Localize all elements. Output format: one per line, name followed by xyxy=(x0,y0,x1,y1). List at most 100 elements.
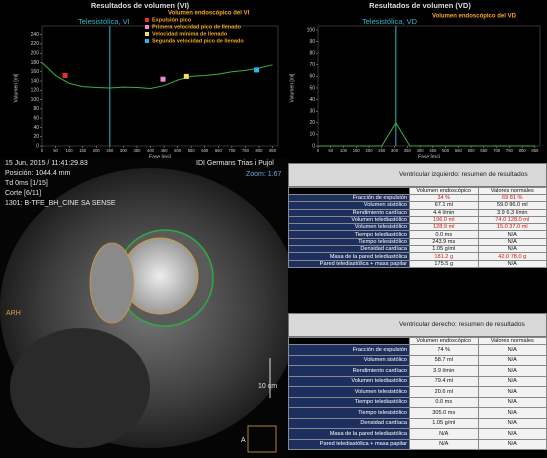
table-row: Rendimiento cardíaco 4.4 l/min 3.9 6.3 l/m… xyxy=(288,208,547,217)
normal-cell: N/A xyxy=(477,417,547,429)
y-tick-label: 140 xyxy=(31,78,40,84)
row-label: Rendimiento cardíaco xyxy=(288,365,410,377)
row-label: Volumen telesistólico xyxy=(288,386,410,398)
x-tick-label: 400 xyxy=(147,148,155,153)
orientation-cube xyxy=(247,425,277,453)
x-tick-label: 850 xyxy=(269,148,277,153)
row-label: Tiempo telesistólico xyxy=(288,237,410,247)
x-tick-label: 250 xyxy=(106,148,114,153)
x-axis-label: Fase [ms] xyxy=(418,154,441,158)
y-tick-label: 60 xyxy=(33,115,39,121)
y-tick-label: 20 xyxy=(33,134,39,140)
table-row: Volumen telediastólico 196.0 ml 74.0 128.0… xyxy=(288,215,547,225)
legend-entry: Velocidad mínima de llenado xyxy=(152,31,228,37)
table-row: Volumen telediastólico 79.4 ml N/A xyxy=(288,375,547,387)
x-tick-label: 300 xyxy=(391,148,399,153)
value-cell: 74 % xyxy=(409,344,479,356)
overlay-text: A xyxy=(241,437,246,444)
normal-cell: 3.9 6.3 l/min xyxy=(477,208,547,217)
tissue xyxy=(10,328,150,448)
y-tick-label: 40 xyxy=(309,97,315,103)
normal-cell: N/A xyxy=(477,396,547,408)
column-header: Volumen endoscópico xyxy=(409,187,479,195)
normal-cell: N/A xyxy=(477,407,547,419)
table-row: Volumen sistólico 67.1 ml 59.0 96.0 ml xyxy=(288,201,547,210)
row-label: Pared telediastólica + masa papilar xyxy=(288,259,410,268)
value-cell: 79.4 ml xyxy=(409,375,479,387)
legend-swatch xyxy=(145,18,149,22)
overlay-text: 10 cm xyxy=(258,383,278,390)
charts-panel: Resultados de volumen (VI)02040608010012… xyxy=(13,1,541,158)
value-cell: 1.05 g/ml xyxy=(409,245,479,254)
value-cell: 34 % xyxy=(409,193,479,203)
y-tick-label: 50 xyxy=(309,85,315,91)
column-header-row: Volumen endoscópico Valores normales xyxy=(288,337,547,345)
y-tick-label: 0 xyxy=(36,143,39,149)
x-tick-label: 500 xyxy=(174,148,182,153)
right-ventricle xyxy=(89,242,135,324)
row-label: Densidad cardíaca xyxy=(288,417,410,429)
value-cell: 175.5 g xyxy=(409,259,479,268)
value-cell: 4.4 l/min xyxy=(409,208,479,217)
table-row: Volumen telesistólico 20.6 ml N/A xyxy=(288,386,547,398)
row-label: Tiempo telediastólico xyxy=(288,230,410,239)
x-tick-label: 650 xyxy=(480,148,488,153)
value-cell: 0.0 ms xyxy=(409,396,479,408)
table-row: Densidad cardíaca 1.05 g/ml N/A xyxy=(288,417,547,429)
plot-area xyxy=(317,25,541,147)
y-tick-label: 100 xyxy=(31,97,40,103)
x-tick-label: 850 xyxy=(531,148,539,153)
x-tick-label: 100 xyxy=(66,148,74,153)
overlay-text: IDI Germans Trias i Pujol xyxy=(196,160,274,167)
row-label: Volumen telediastólico xyxy=(288,215,410,225)
table-title: Ventricular izquierdo: resumen de result… xyxy=(288,163,547,187)
legend-entry: Primera velocidad pico de llenado xyxy=(152,24,242,30)
image-viewer[interactable] xyxy=(0,158,288,458)
value-cell: 1.05 g/ml xyxy=(409,417,479,429)
overlay-text: Corte [6/11] xyxy=(5,190,42,197)
blank-cell xyxy=(288,337,410,345)
normal-cell: 74.0 128.0 ml xyxy=(477,215,547,225)
row-label: Volumen telediastólico xyxy=(288,375,410,387)
x-tick-label: 700 xyxy=(228,148,236,153)
normal-cell: N/A xyxy=(477,245,547,254)
volume-line xyxy=(318,121,535,147)
x-tick-label: 200 xyxy=(93,148,101,153)
normal-cell: N/A xyxy=(477,375,547,387)
y-axis-label: Volumen [ml] xyxy=(289,73,295,103)
normal-cell: 69 81 % xyxy=(477,193,547,203)
normal-cell: 59.0 96.0 ml xyxy=(477,201,547,210)
y-tick-label: 40 xyxy=(33,125,39,131)
y-tick-label: 180 xyxy=(31,60,40,66)
chart-title: Resultados de volumen (VD) xyxy=(369,1,471,10)
results-table: Ventricular derecho: resumen de resultad… xyxy=(288,313,547,450)
x-tick-label: 50 xyxy=(53,148,58,153)
table-row: Masa de la pared telediastólica N/A N/A xyxy=(288,428,547,440)
table-row: Tiempo telesistólico 243.9 ms N/A xyxy=(288,237,547,247)
table-row: Tiempo telediastólico 0.0 ms N/A xyxy=(288,230,547,239)
table: Volumen endoscópico Valores normales Fracc… xyxy=(288,337,547,450)
table-row: Masa de la pared telediastólica 181.2 g 42… xyxy=(288,252,547,261)
x-tick-label: 500 xyxy=(442,148,450,153)
normal-cell: N/A xyxy=(477,386,547,398)
normal-cell: N/A xyxy=(477,344,547,356)
column-header-row: Volumen endoscópico Valores normales xyxy=(288,187,547,195)
plot-area xyxy=(41,25,279,147)
value-cell: 58.7 ml xyxy=(409,354,479,366)
row-label: Volumen sistólico xyxy=(288,354,410,366)
y-tick-label: 100 xyxy=(307,27,316,33)
normal-cell: N/A xyxy=(477,230,547,239)
legend-entry: Volumen endoscópico del VD xyxy=(432,14,517,20)
x-tick-label: 200 xyxy=(366,148,374,153)
row-label: Volumen telesistólico xyxy=(288,223,410,232)
x-axis-label: Fase [ms] xyxy=(149,154,172,158)
value-cell: 196.0 ml xyxy=(409,215,479,225)
value-cell: N/A xyxy=(409,438,479,450)
column-header: Volumen endoscópico xyxy=(409,337,479,345)
overlay-text: 1301: B-TFE_BH_CINE SA SENSE xyxy=(5,200,116,207)
legend-swatch xyxy=(145,39,149,43)
table-row: Fracción de expulsión 74 % N/A xyxy=(288,344,547,356)
table-row: Tiempo telesistólico 305.0 ms N/A xyxy=(288,407,547,419)
y-tick-label: 90 xyxy=(309,39,315,45)
column-header: Valores normales xyxy=(477,187,547,195)
